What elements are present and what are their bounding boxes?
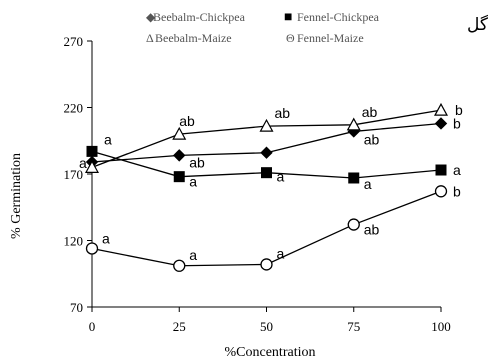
y-tick-label: 270 [64, 34, 84, 49]
data-label-beebalm-maize: ab [275, 105, 291, 121]
data-label-beebalm-chickpea: ab [189, 154, 205, 170]
y-tick-label: 120 [64, 234, 84, 249]
point-fennel-maize [260, 258, 273, 271]
legend-item-beebalm-chickpea: ◆ Beebalm-Chickpea [146, 10, 246, 24]
data-label-beebalm-maize: ab [362, 104, 378, 120]
legend-label-beebalm-maize: Beebalm-Maize [155, 31, 232, 45]
point-beebalm-maize [259, 118, 274, 132]
point-beebalm-chickpea [173, 149, 186, 162]
data-label-beebalm-chickpea: a [79, 155, 87, 171]
data-label-fennel-chickpea: a [189, 174, 197, 190]
legend-symbol-triangle: Δ [146, 31, 154, 45]
point-beebalm-maize [84, 160, 100, 173]
legend-label-beebalm-chickpea: Beebalm-Chickpea [153, 10, 246, 24]
x-tick-label: 50 [260, 319, 273, 334]
y-tick-label: 70 [70, 300, 83, 315]
point-fennel-maize [85, 242, 99, 255]
data-label-fennel-maize: a [277, 245, 285, 261]
point-beebalm-chickpea [434, 117, 448, 130]
data-label-fennel-maize: a [189, 247, 197, 263]
series-layer [84, 102, 449, 272]
corner-label: گل [467, 14, 489, 35]
x-tick-label: 0 [89, 319, 96, 334]
legend-item-fennel-maize: Θ Fennel-Maize [286, 31, 364, 45]
axes: 70 120 170 220 270 0 25 50 75 100 [64, 34, 451, 334]
point-beebalm-maize [346, 117, 361, 131]
point-fennel-chickpea [261, 167, 272, 179]
legend-label-fennel-chickpea: Fennel-Chickpea [297, 10, 380, 24]
point-fennel-chickpea [435, 164, 447, 176]
series-fennel-maize [85, 185, 448, 272]
x-tick-label: 75 [347, 319, 360, 334]
point-fennel-chickpea [348, 172, 360, 184]
series-fennel-chickpea [86, 145, 447, 184]
legend-symbol-circle: Θ [286, 31, 295, 45]
x-tick-label: 25 [173, 319, 186, 334]
data-label-beebalm-chickpea: b [453, 115, 461, 131]
data-label-fennel-chickpea: a [277, 169, 285, 185]
data-label-beebalm-chickpea: ab [364, 131, 380, 147]
data-label-beebalm-maize: b [455, 102, 463, 118]
data-label-fennel-maize: b [453, 183, 461, 199]
point-fennel-chickpea [173, 171, 185, 183]
point-beebalm-chickpea [260, 146, 273, 159]
data-label-fennel-maize: ab [364, 222, 380, 238]
data-label-fennel-chickpea: a [104, 131, 112, 147]
data-label-fennel-chickpea: a [364, 176, 372, 192]
y-tick-label: 170 [64, 167, 84, 182]
point-fennel-chickpea [86, 145, 98, 157]
y-axis-title: % Germination [9, 153, 24, 239]
point-fennel-maize [434, 185, 448, 198]
x-axis-title: %Concentration [225, 345, 316, 360]
legend-symbol-diamond: ◆ [146, 10, 156, 24]
legend-symbol-square: ■ [284, 10, 292, 25]
data-label-beebalm-maize: ab [179, 113, 195, 129]
series-beebalm-chickpea [85, 117, 448, 169]
x-tick-label: 100 [431, 319, 451, 334]
legend-item-beebalm-maize: Δ Beebalm-Maize [146, 31, 232, 45]
data-label-fennel-chickpea: a [453, 162, 461, 178]
series-beebalm-maize [84, 102, 449, 173]
series-line-fennel-maize [91, 190, 442, 267]
point-beebalm-maize [433, 102, 449, 116]
legend-item-fennel-chickpea: ■ Fennel-Chickpea [284, 10, 380, 25]
point-beebalm-maize [172, 126, 187, 140]
point-fennel-maize [173, 259, 186, 272]
data-label-fennel-maize: a [102, 230, 110, 246]
legend-label-fennel-maize: Fennel-Maize [297, 31, 364, 45]
point-fennel-maize [347, 218, 360, 231]
y-tick-label: 220 [64, 101, 84, 116]
legend: ◆ Beebalm-Chickpea ■ Fennel-Chickpea Δ B… [146, 10, 380, 45]
